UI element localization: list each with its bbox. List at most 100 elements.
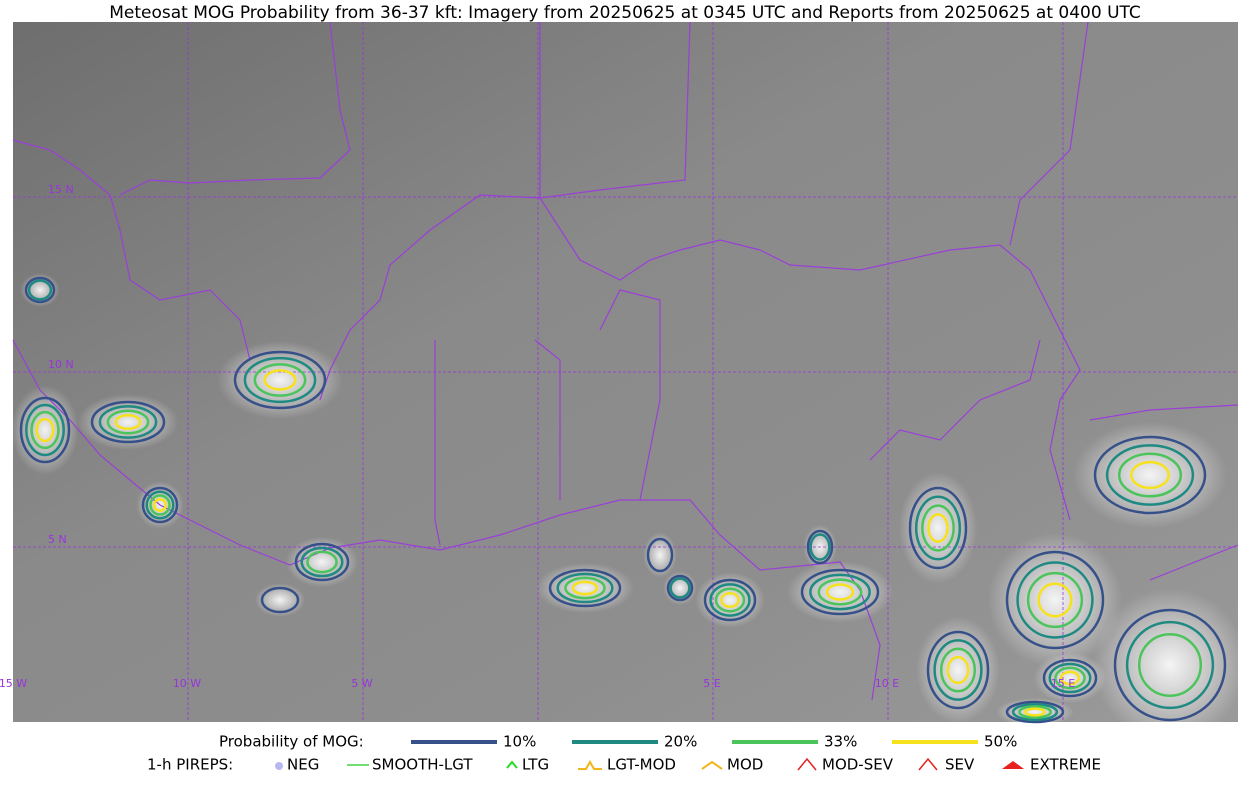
contour	[27, 279, 53, 301]
pirep-label: MOD	[727, 756, 763, 774]
pirep-title: 1-h PIREPS:	[147, 756, 233, 774]
pirep-icon	[275, 762, 283, 770]
pirep-icon	[701, 760, 723, 770]
contour	[914, 495, 962, 561]
pirep-label: SEV	[945, 756, 975, 774]
lat-label: 5 N	[48, 533, 67, 546]
contour	[1137, 632, 1203, 698]
lon-label: 5 W	[351, 677, 372, 690]
pirep-label: NEG	[287, 756, 319, 774]
contour	[1018, 705, 1052, 719]
pirep-label: LGT-MOD	[607, 756, 676, 774]
pirep-label: EXTREME	[1030, 756, 1101, 774]
contour	[1059, 670, 1081, 686]
title: Meteosat MOG Probability from 36-37 kft:…	[109, 3, 1141, 23]
contour	[243, 356, 317, 404]
pirep-icon	[506, 760, 518, 769]
contour	[90, 400, 166, 444]
contour	[1117, 452, 1183, 498]
lon-label: 15 W	[0, 677, 27, 690]
contour	[35, 417, 55, 443]
contour	[1105, 444, 1195, 506]
contour	[260, 586, 300, 614]
legend-title: Probability of MOG:	[219, 733, 364, 751]
contour	[908, 486, 968, 570]
borders	[12, 21, 1239, 701]
lon-label: 15 E	[1051, 677, 1075, 690]
legend-label: 20%	[664, 733, 697, 751]
contour	[152, 497, 168, 513]
contour	[709, 583, 751, 617]
contour	[1048, 662, 1092, 694]
lon-label: 10 W	[173, 677, 201, 690]
contour	[933, 639, 983, 701]
contour	[1011, 702, 1059, 722]
pirep-label: MOD-SEV	[822, 756, 894, 774]
contour	[114, 413, 142, 431]
contour	[1130, 460, 1170, 490]
grid-lines	[13, 22, 1238, 722]
legend-label: 10%	[503, 733, 536, 751]
contour	[1026, 571, 1084, 629]
contour	[263, 369, 297, 391]
contour	[1093, 435, 1207, 515]
legend-label: 50%	[984, 733, 1017, 751]
contour	[306, 550, 338, 574]
contour	[145, 490, 175, 520]
contour	[564, 576, 606, 600]
contour	[19, 396, 71, 464]
contour	[98, 405, 158, 439]
contour	[825, 583, 855, 601]
contour	[806, 529, 834, 565]
map: 15 N 10 N 5 N 15 W 10 W 5 W 5 E 10 E 15 …	[0, 21, 1247, 742]
contour	[1037, 582, 1073, 618]
pirep-label: SMOOTH-LGT	[372, 756, 473, 774]
lat-labels: 15 N 10 N 5 N	[48, 183, 74, 546]
contour	[1005, 700, 1065, 724]
contour	[817, 578, 863, 606]
contour	[294, 542, 350, 582]
contour	[1125, 620, 1215, 710]
contour	[30, 410, 60, 450]
contour	[548, 568, 622, 608]
lat-label: 10 N	[48, 358, 74, 371]
pirep-icon	[918, 757, 938, 771]
contour	[556, 572, 614, 604]
lon-label: 5 E	[703, 677, 720, 690]
contour	[233, 350, 327, 410]
contour	[253, 363, 307, 397]
contour	[106, 409, 150, 435]
contour	[25, 403, 65, 457]
legend-label: 33%	[824, 733, 857, 751]
contour	[1016, 561, 1094, 639]
contour	[141, 486, 179, 524]
lat-label: 15 N	[48, 183, 74, 196]
contour	[1113, 608, 1227, 722]
contour	[720, 591, 740, 609]
contours	[19, 276, 1227, 724]
contour	[1005, 550, 1105, 650]
pirep-icon	[1002, 761, 1024, 769]
contour	[946, 655, 970, 685]
contour	[1024, 707, 1046, 717]
contour	[926, 630, 990, 710]
contour	[571, 580, 599, 596]
contour	[800, 568, 880, 616]
contour	[1054, 666, 1086, 690]
pirep-icon	[797, 757, 817, 771]
contour	[666, 574, 694, 602]
legend: Probability of MOG: 1-h PIREPS: 10% 20% 33…	[147, 733, 1101, 774]
lon-label: 10 E	[875, 677, 899, 690]
pirep-label: LTG	[522, 756, 549, 774]
contour	[24, 276, 56, 304]
contour	[921, 504, 955, 552]
lon-labels: 15 W 10 W 5 W 5 E 10 E 15 E	[0, 677, 1075, 690]
contour	[703, 578, 757, 622]
contour	[809, 533, 831, 561]
contour	[646, 537, 674, 573]
contour	[149, 494, 171, 516]
contour	[1042, 658, 1098, 698]
contour	[939, 647, 977, 693]
contour	[300, 546, 344, 578]
